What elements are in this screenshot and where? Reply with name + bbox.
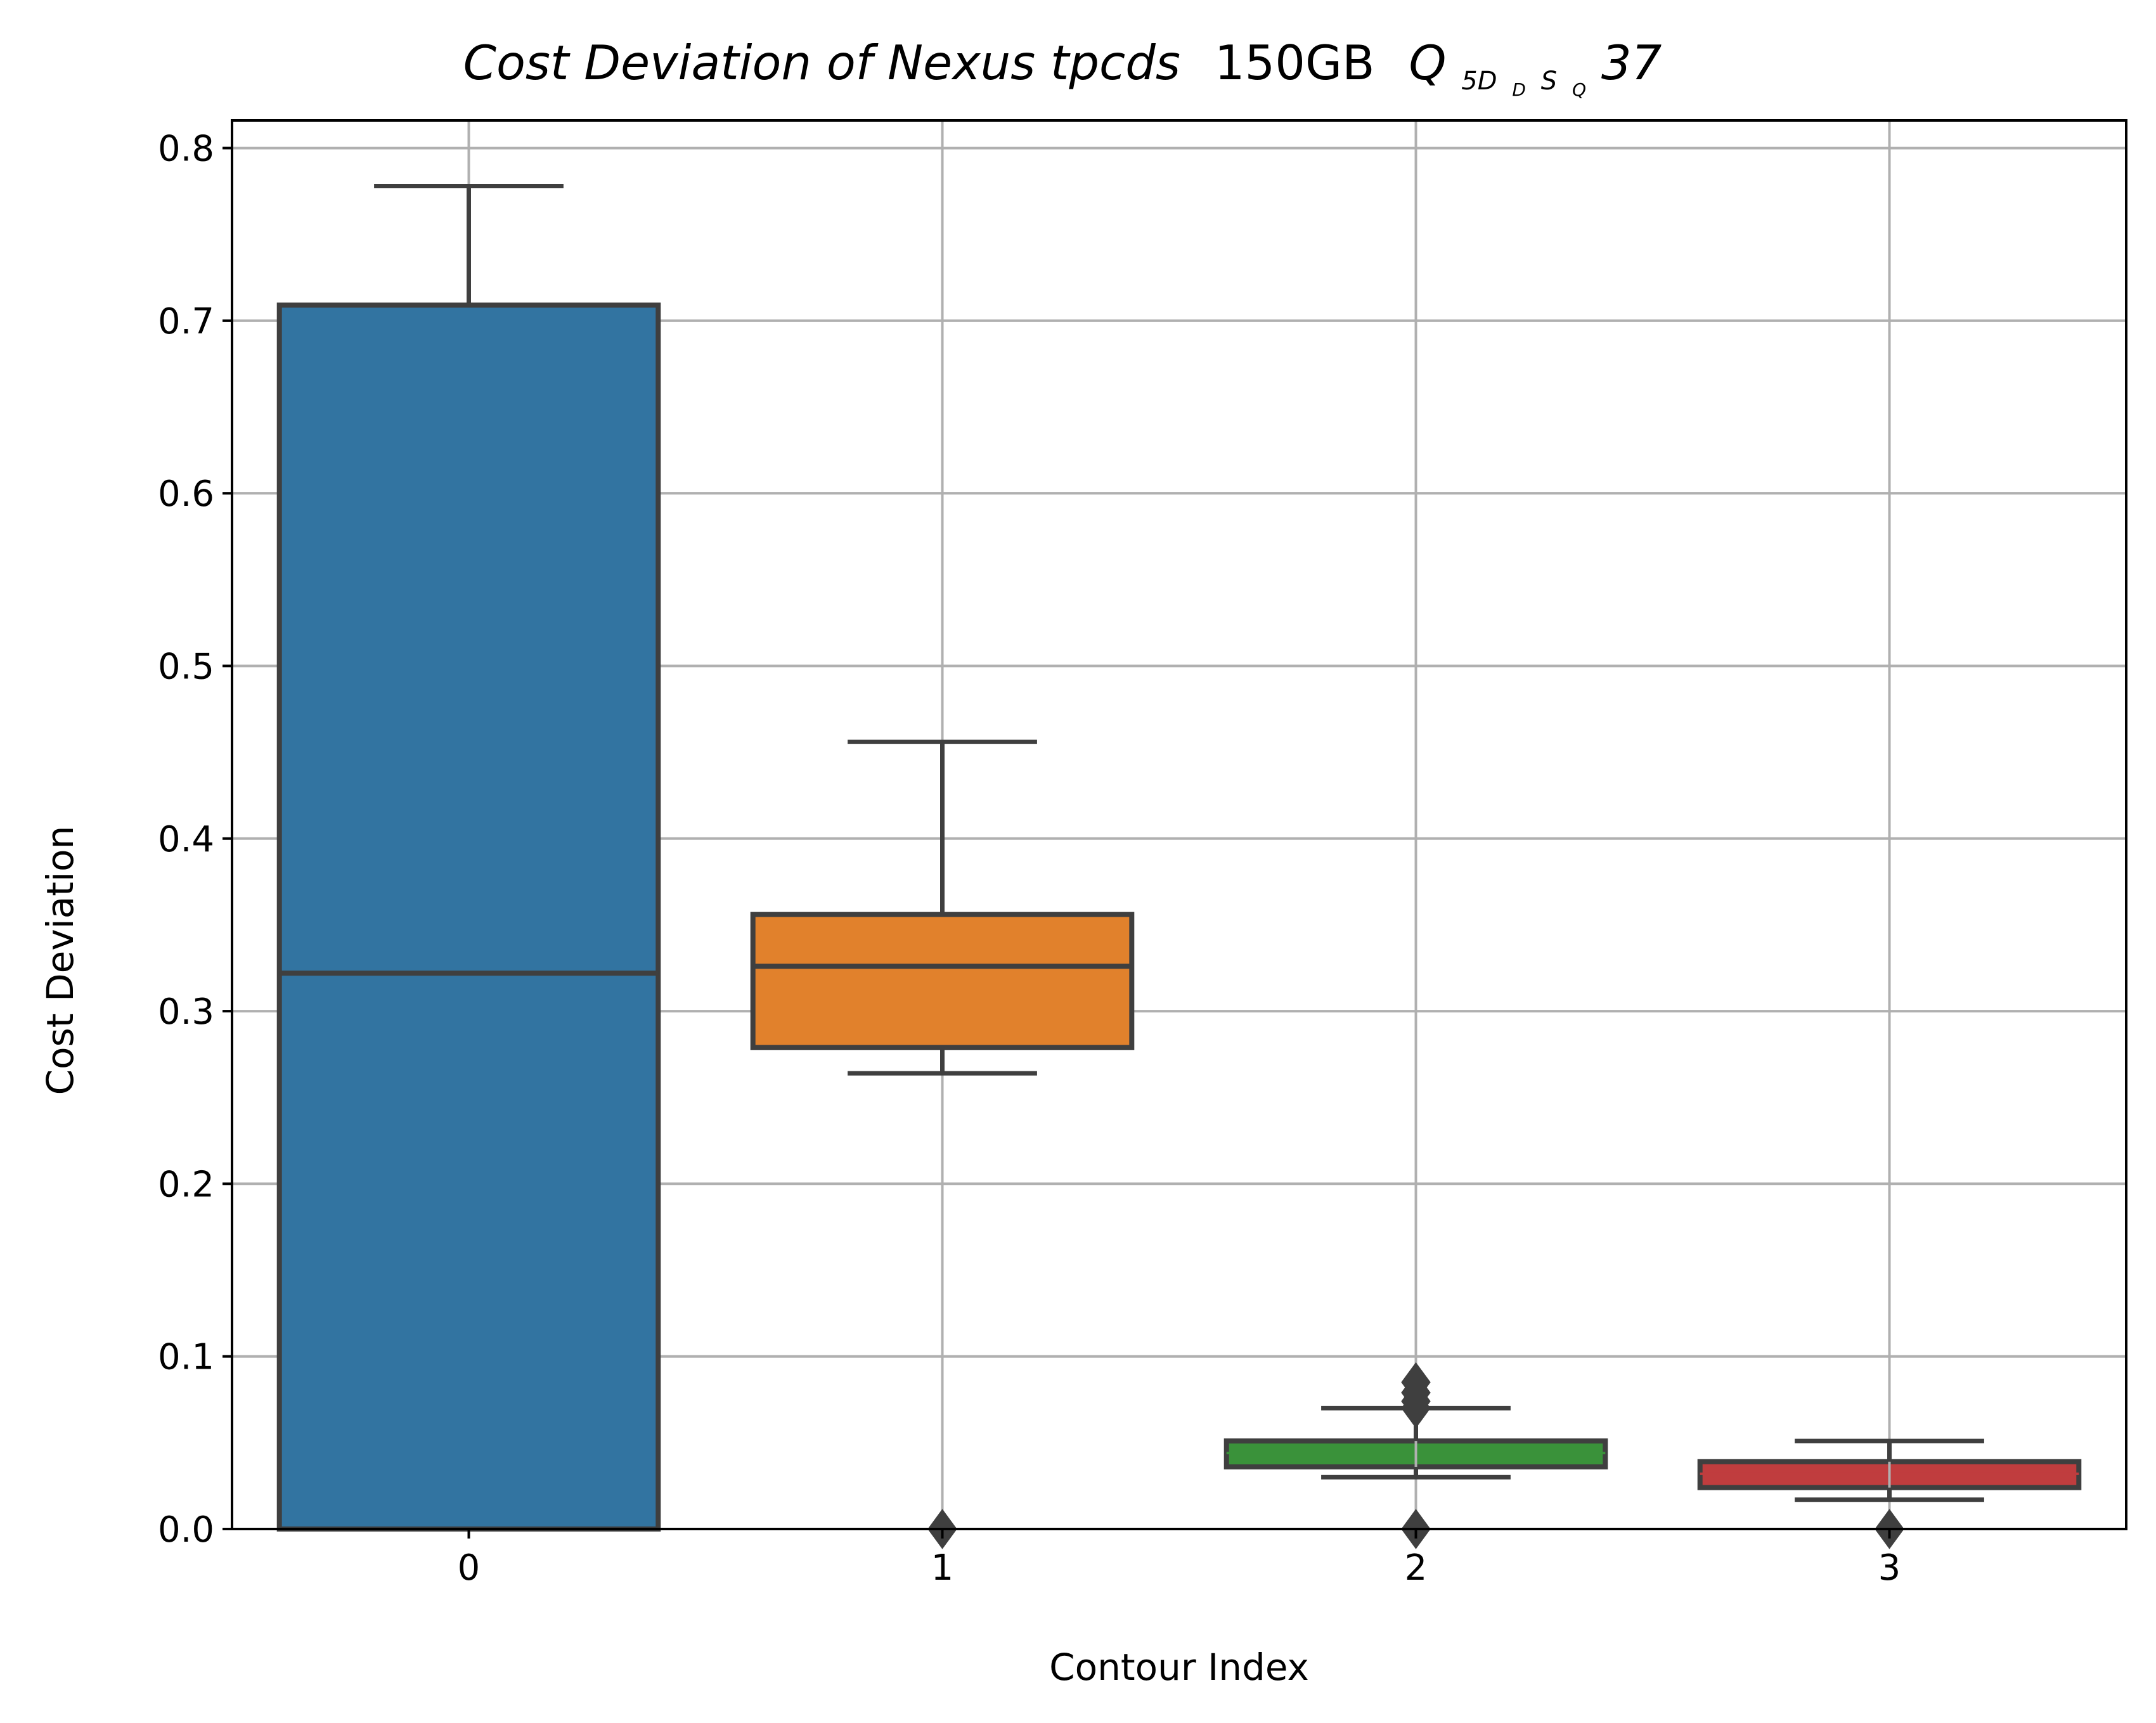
box-series bbox=[276, 183, 2082, 1549]
y-tick-label: 0.4 bbox=[158, 819, 214, 860]
box-body bbox=[750, 912, 1135, 1050]
chart-title-query-suffix: 37 bbox=[1601, 35, 1662, 91]
x-tick-label: 1 bbox=[931, 1547, 954, 1589]
y-tick-label: 0.0 bbox=[158, 1509, 214, 1551]
tick-labels: 0.0 0.1 0.2 0.3 0.4 0.5 0.6 0.7 0.8 0 1 2 3 bbox=[158, 129, 1901, 1589]
x-tick-label: 0 bbox=[458, 1547, 481, 1589]
y-tick-label: 0.3 bbox=[158, 991, 214, 1033]
x-tick-label: 3 bbox=[1878, 1547, 1901, 1589]
box-body bbox=[276, 302, 661, 1532]
box-3 bbox=[1697, 1438, 2082, 1549]
plot-frame bbox=[231, 119, 2127, 1530]
y-tick-label: 0.1 bbox=[158, 1337, 214, 1378]
chart-title-query-sub-1: 5D bbox=[1461, 67, 1497, 96]
y-axis-label: Cost Deviation bbox=[39, 826, 82, 1095]
chart-title-main: Cost Deviation of Nexus tpcds bbox=[463, 35, 1180, 91]
chart-title-query-sub-3: S bbox=[1541, 67, 1557, 96]
x-tick-label: 2 bbox=[1405, 1547, 1428, 1589]
box-0 bbox=[276, 183, 661, 1532]
outlier-point bbox=[1401, 1362, 1431, 1403]
chart-title-size: 150GB bbox=[1215, 35, 1375, 91]
box-1 bbox=[750, 739, 1135, 1549]
chart-title-query-sub-2: D bbox=[1512, 79, 1526, 100]
x-axis-label: Contour Index bbox=[1049, 1646, 1309, 1689]
box-2 bbox=[1223, 1362, 1608, 1549]
chart-title-query-prefix: Q bbox=[1409, 35, 1446, 91]
y-tick-label: 0.2 bbox=[158, 1164, 214, 1205]
chart-title: Cost Deviation of Nexus tpcds 150GB Q 5D… bbox=[463, 35, 1662, 107]
chart-title-query-sub-4: Q bbox=[1572, 79, 1586, 100]
y-tick-label: 0.8 bbox=[158, 129, 214, 170]
y-tick-label: 0.6 bbox=[158, 474, 214, 515]
y-tick-label: 0.7 bbox=[158, 301, 214, 342]
axes bbox=[223, 119, 2127, 1539]
y-tick-label: 0.5 bbox=[158, 646, 214, 687]
